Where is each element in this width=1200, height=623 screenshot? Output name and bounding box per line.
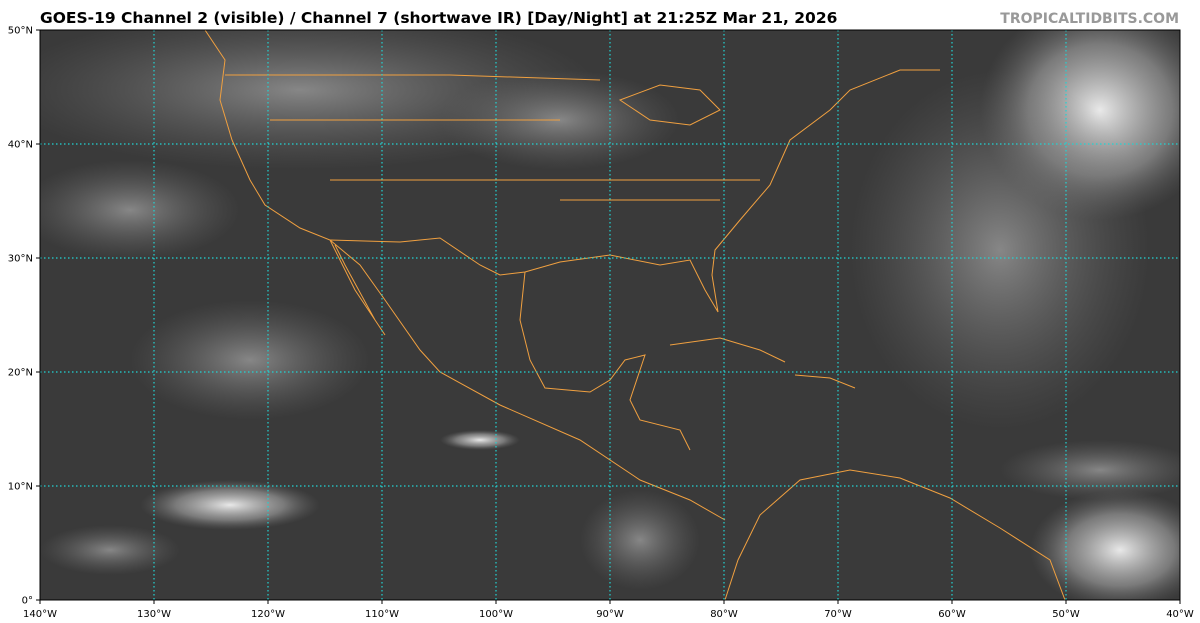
imagery-layer [40,30,1180,600]
lat-tick-label: 50°N [8,26,33,37]
lat-tick-label: 40°N [8,140,33,151]
lat-tick-label: 10°N [8,482,33,493]
graticule [40,30,1180,600]
lat-tick-label: 30°N [8,254,33,265]
lat-tick-label: 20°N [8,368,33,379]
lon-tick-label: 130°W [137,609,171,620]
lat-tick-label: 0° [22,596,33,607]
watermark: TROPICALTIDBITS.COM [1000,11,1179,27]
lon-tick-label: 50°W [1052,609,1080,620]
lon-tick-label: 120°W [251,609,285,620]
lon-tick-label: 140°W [23,609,57,620]
lon-tick-label: 100°W [479,609,513,620]
coastlines [204,30,1066,600]
axis-labels: 140°W 130°W 120°W 110°W 100°W 90°W 80°W 70°W 60°… [8,26,1194,621]
lon-tick-label: 60°W [938,609,966,620]
lon-tick-label: 80°W [710,609,738,620]
lon-tick-label: 40°W [1166,609,1194,620]
lon-tick-label: 110°W [365,609,399,620]
map-title: GOES-19 Channel 2 (visible) / Channel 7 … [40,9,838,27]
lon-tick-label: 90°W [596,609,624,620]
lon-tick-label: 70°W [824,609,852,620]
